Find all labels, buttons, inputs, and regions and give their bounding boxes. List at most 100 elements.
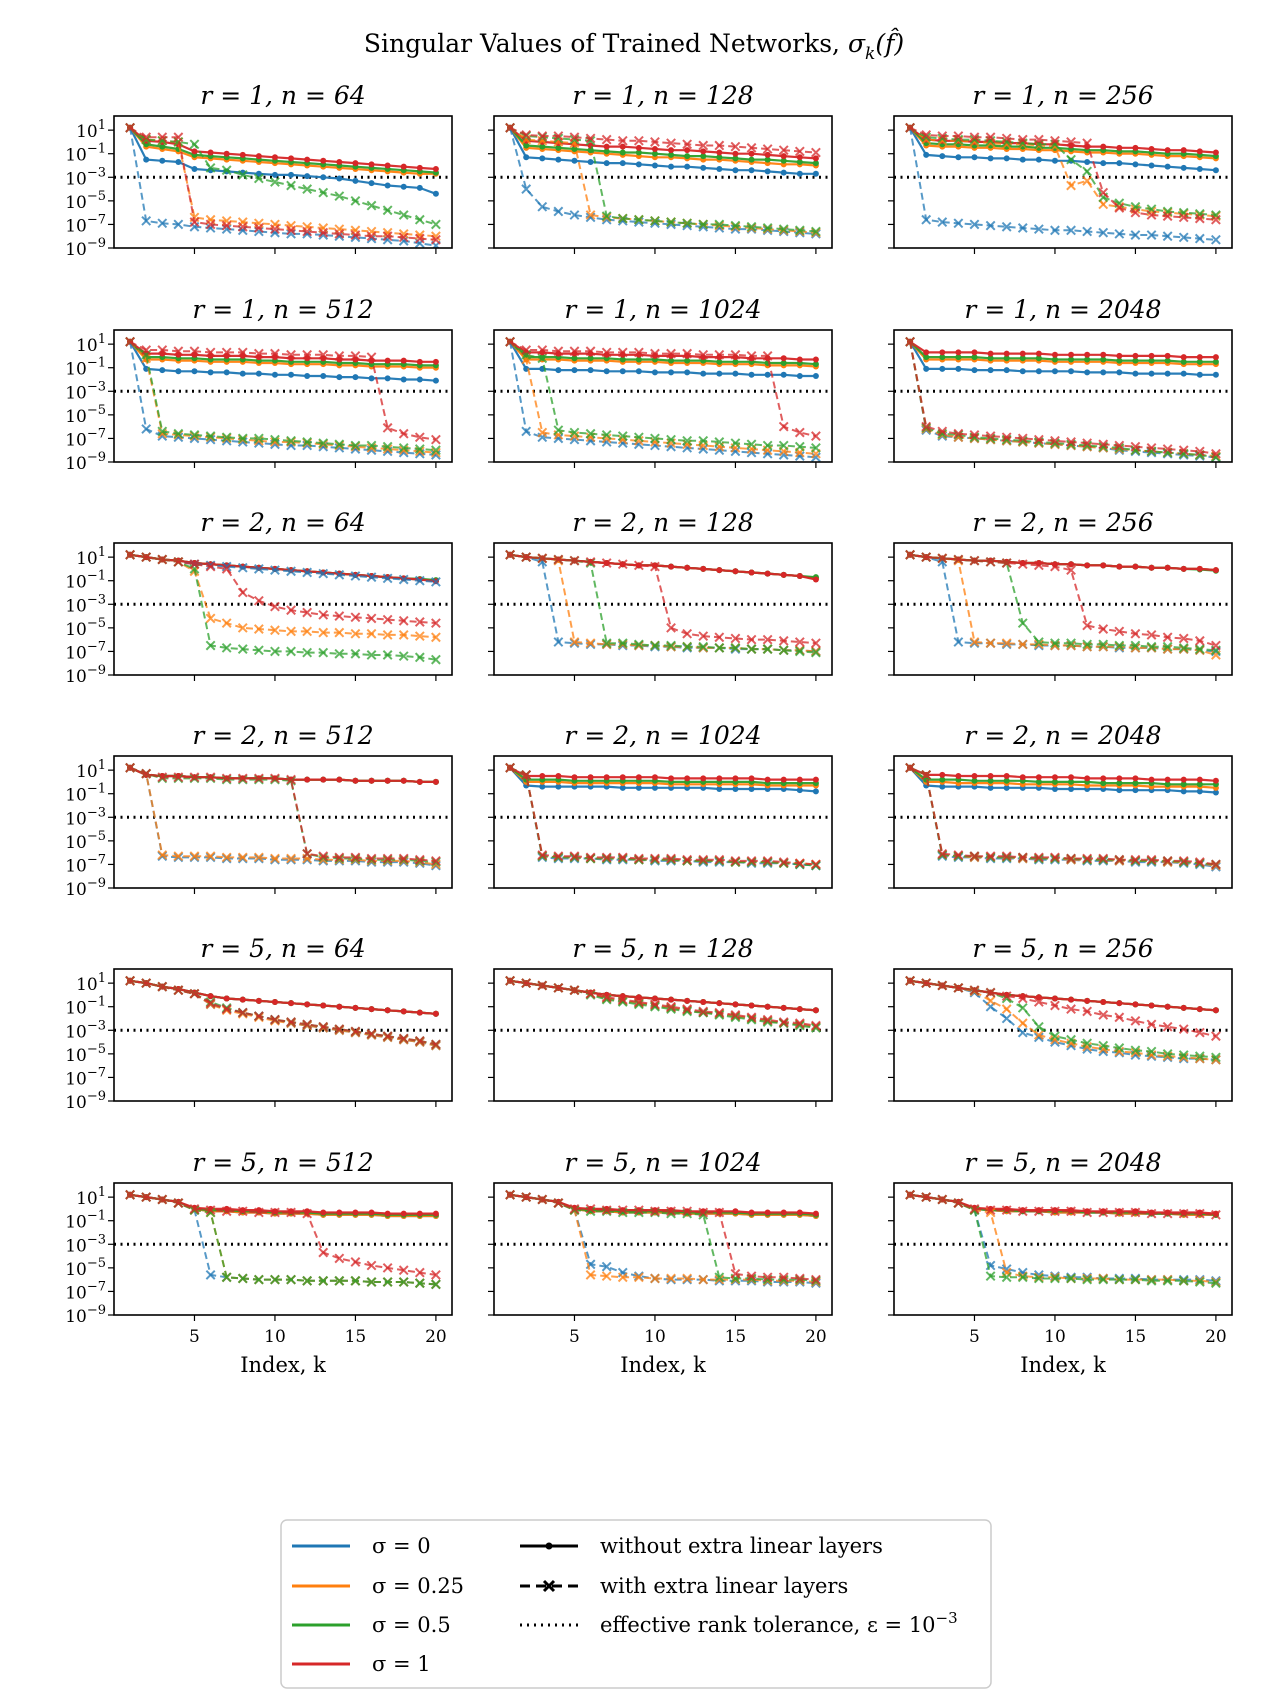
data-point [633,347,644,358]
data-point [286,605,296,616]
series-line [129,340,437,441]
data-point [666,853,676,864]
data-point [382,441,393,452]
data-point [617,431,628,441]
data-point [714,219,725,230]
data-point [318,851,329,862]
plot-area [894,975,1232,1065]
y-tick-label: 10−1 [65,569,106,593]
data-point [382,614,393,625]
data-point [1162,641,1173,652]
data-point [1196,781,1203,788]
data-point [366,231,377,242]
data-point [1130,1207,1141,1218]
data-point [125,762,136,773]
data-point [569,132,580,143]
data-point [205,561,216,572]
data-point [1146,442,1157,453]
data-point [1132,370,1139,377]
plot-area [894,122,1232,245]
data-point [762,144,773,154]
data-point [939,354,946,361]
data-point [810,147,821,158]
data-point [714,1007,725,1018]
y-tick-label: 10−7 [65,1279,106,1303]
data-point [253,564,264,574]
data-point [398,574,409,585]
data-point [732,775,739,782]
data-point [1178,642,1189,653]
data-point [1178,1208,1189,1219]
data-point [1130,1015,1141,1026]
axes-frame [893,1182,1233,1316]
data-point [587,355,594,362]
data-point [286,626,296,637]
data-point [1162,1275,1173,1286]
data-point [953,637,964,647]
data-point [382,1262,393,1273]
data-point [173,985,184,996]
data-point [1180,565,1187,572]
data-point [1148,352,1155,359]
data-point [336,1209,343,1216]
data-point [1162,211,1173,222]
data-point [239,370,246,377]
data-point [318,227,329,238]
data-point [175,158,182,165]
data-point [1116,1000,1123,1007]
data-point [1001,1264,1012,1274]
x-tick-label: 10 [264,1327,286,1347]
data-point [336,374,343,381]
data-point [1035,368,1042,375]
data-point [1019,350,1026,357]
y-tick-label: 10−9 [65,236,106,260]
data-point [730,349,741,360]
data-point [714,632,725,643]
series-line [509,553,816,654]
series-line [509,1193,816,1285]
data-point [810,226,821,237]
data-point [320,157,327,164]
data-point [635,144,642,151]
y-tick-label: 10−1 [65,142,106,166]
data-point [698,435,709,446]
series-dashed-3 [505,549,821,649]
data-point [221,564,232,574]
data-point [253,852,264,863]
data-point [237,644,248,654]
data-point [716,166,723,173]
data-point [505,762,516,773]
data-point [1210,1278,1221,1289]
data-point [270,565,280,576]
data-point [539,155,546,162]
data-point [985,638,996,649]
data-point [253,773,264,784]
data-point [1003,784,1010,791]
data-point [668,369,675,376]
legend-label-with: with extra linear layers [600,1574,848,1598]
subplot-title: r = 2, n = 256 [972,508,1153,537]
data-point [1148,370,1155,377]
data-point [237,1206,248,1217]
legend-box [280,1519,992,1689]
data-point [633,135,644,146]
data-point [651,774,658,781]
data-point [796,372,803,379]
data-point [416,164,423,171]
data-point [318,187,329,198]
data-point [1196,1006,1203,1013]
data-point [1050,852,1060,863]
data-point [239,996,246,1003]
data-point [553,206,564,217]
data-point [1132,775,1139,782]
data-point [1051,351,1058,358]
data-point [601,558,612,568]
data-point [650,1273,660,1284]
data-point [205,613,216,624]
data-point [585,556,596,567]
data-point [1050,435,1060,446]
x-axis-label: Index, k [1020,1353,1106,1377]
series-dashed-3 [905,122,1221,225]
